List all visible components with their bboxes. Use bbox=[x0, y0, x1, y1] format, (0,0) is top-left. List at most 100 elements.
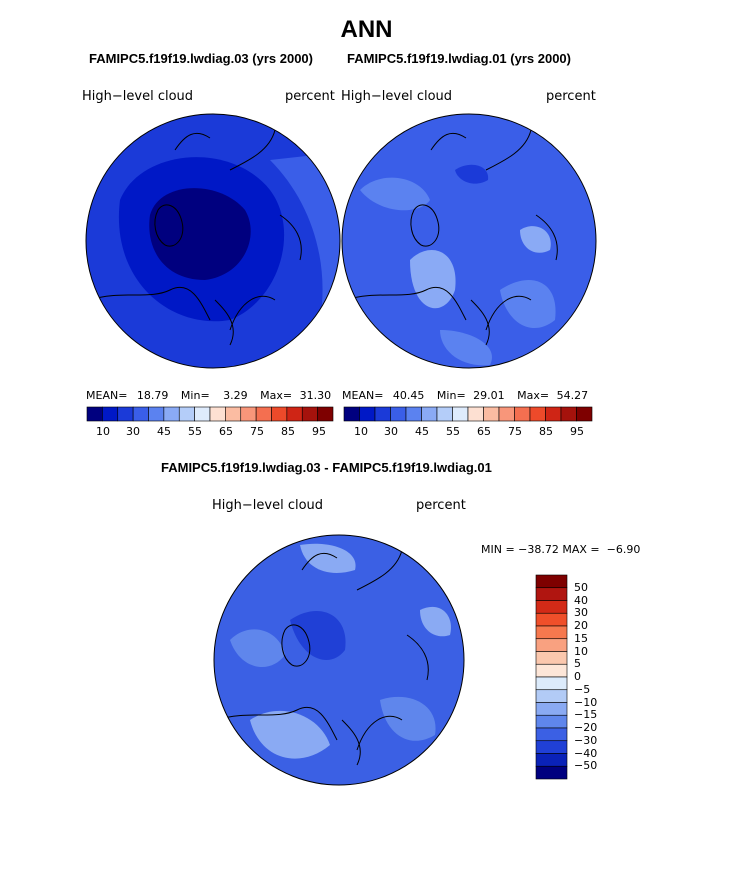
colorbar-tick-label: 20 bbox=[574, 619, 588, 632]
hbar-right-swatch bbox=[498, 406, 515, 422]
colorbar-diff-swatch bbox=[535, 651, 568, 665]
colorbar-diff-swatch bbox=[535, 753, 568, 767]
right-units-label: percent bbox=[546, 89, 596, 104]
colorbar-diff-swatch bbox=[535, 612, 568, 627]
colorbar-diff-swatch bbox=[535, 740, 568, 754]
colorbar-tick-label: 45 bbox=[415, 425, 429, 438]
map-diff-patch-3 bbox=[250, 710, 330, 759]
hbar-right-swatch bbox=[374, 406, 391, 422]
left-max-label: Max= bbox=[260, 389, 293, 402]
left-min-value: 3.29 bbox=[223, 389, 248, 402]
colorbar-tick-label: 30 bbox=[126, 425, 140, 438]
hbar-left-swatch bbox=[240, 406, 257, 422]
colorbar-diff-swatch bbox=[535, 587, 568, 601]
colorbar-left bbox=[86, 406, 334, 422]
colorbar-tick-label: 65 bbox=[477, 425, 491, 438]
hbar-left-swatch bbox=[86, 406, 103, 422]
diff-minmax: MIN = −38.72 MAX = −6.90 bbox=[481, 543, 641, 556]
map-diff-patch-1 bbox=[230, 629, 285, 667]
left-stats: MEAN= 18.79 Min= 3.29 Max= 31.30 bbox=[86, 389, 331, 402]
diff-units-label: percent bbox=[416, 498, 466, 513]
colorbar-diff-swatch bbox=[535, 702, 568, 716]
hbar-left-swatch bbox=[255, 406, 272, 422]
map-diff-patch-4 bbox=[380, 696, 436, 741]
right-mean-label: MEAN= bbox=[342, 389, 384, 402]
hbar-left-swatch bbox=[209, 406, 226, 422]
colorbar-tick-label: 95 bbox=[570, 425, 584, 438]
left-max-value: 31.30 bbox=[299, 389, 332, 402]
map-right-patch-3 bbox=[500, 280, 556, 329]
colorbar-tick-label: 85 bbox=[281, 425, 295, 438]
colorbar-tick-label: −10 bbox=[574, 695, 598, 709]
colorbar-diff bbox=[535, 574, 568, 780]
map-right-patch-5 bbox=[440, 330, 492, 366]
colorbar-diff-swatch bbox=[535, 689, 568, 703]
hbar-left-swatch bbox=[194, 406, 211, 422]
colorbar-diff-swatch bbox=[535, 727, 568, 742]
hbar-right-swatch bbox=[483, 406, 500, 422]
subtitle-left: FAMIPC5.f19f19.lwdiag.03 (yrs 2000) bbox=[89, 51, 313, 66]
hbar-right-swatch bbox=[514, 406, 531, 422]
subtitle-right: FAMIPC5.f19f19.lwdiag.01 (yrs 2000) bbox=[347, 51, 571, 66]
hbar-left-swatch bbox=[301, 406, 318, 422]
right-max-value: 54.27 bbox=[556, 389, 589, 402]
colorbar-tick-label: −40 bbox=[574, 746, 598, 760]
colorbar-diff-swatch bbox=[535, 676, 568, 691]
hbar-right-swatch bbox=[421, 406, 438, 422]
hbar-left-swatch bbox=[317, 406, 334, 422]
hbar-left-swatch bbox=[271, 406, 288, 422]
map-right bbox=[342, 114, 596, 368]
hbar-left-swatch bbox=[163, 406, 180, 422]
map-diff-patch-5 bbox=[300, 543, 356, 573]
colorbar-tick-label: 50 bbox=[574, 580, 588, 594]
colorbar-tick-label: 55 bbox=[446, 425, 460, 438]
hbar-right-swatch bbox=[529, 406, 546, 422]
diff-variable-label: High−level cloud bbox=[212, 498, 324, 513]
colorbar-tick-label: 85 bbox=[539, 425, 553, 438]
hbar-left-swatch bbox=[286, 406, 303, 422]
hbar-left-swatch bbox=[225, 406, 242, 422]
colorbar-diff-swatch bbox=[535, 574, 568, 589]
colorbar-diff-swatch bbox=[535, 765, 568, 780]
hbar-right-swatch bbox=[467, 406, 484, 422]
right-mean-value: 40.45 bbox=[392, 389, 425, 402]
hbar-right-swatch bbox=[560, 406, 577, 422]
map-left-arctic-minimum bbox=[149, 188, 251, 280]
map-left-coastlines bbox=[89, 129, 302, 346]
hbar-right-swatch bbox=[576, 406, 593, 422]
colorbar-tick-label: 0 bbox=[574, 670, 581, 683]
hbar-right-swatch bbox=[405, 406, 422, 422]
hbar-left-swatch bbox=[117, 406, 134, 422]
colorbar-tick-label: −50 bbox=[574, 759, 598, 773]
hbar-right-swatch bbox=[359, 406, 376, 422]
colorbar-tick-label: 75 bbox=[250, 425, 264, 438]
hbar-right-swatch bbox=[545, 406, 562, 422]
colorbar-tick-label: −20 bbox=[574, 721, 598, 734]
colorbar-tick-label: −5 bbox=[574, 682, 591, 696]
map-right-patch-2 bbox=[410, 250, 456, 309]
right-stats: MEAN= 40.45 Min= 29.01 Max= 54.27 bbox=[342, 389, 588, 402]
colorbar-right bbox=[343, 406, 593, 422]
map-right-patch-4 bbox=[520, 226, 551, 253]
colorbar-tick-label: 55 bbox=[188, 425, 202, 438]
colorbar-diff-swatch bbox=[535, 714, 568, 729]
hbar-left-swatch bbox=[178, 406, 195, 422]
hbar-right-swatch bbox=[343, 406, 360, 422]
hbar-left-swatch bbox=[102, 406, 119, 422]
colorbar-tick-label: 30 bbox=[574, 606, 588, 620]
map-right-patch-6 bbox=[455, 164, 489, 184]
right-variable-label: High−level cloud bbox=[341, 89, 453, 104]
hbar-right-swatch bbox=[436, 406, 453, 422]
map-left bbox=[86, 114, 340, 368]
colorbar-tick-label: 40 bbox=[574, 593, 588, 607]
right-min-label: Min= bbox=[436, 389, 466, 402]
colorbar-tick-label: 15 bbox=[574, 631, 588, 645]
colorbar-tick-label: 95 bbox=[312, 425, 326, 438]
colorbar-diff-swatch bbox=[535, 638, 568, 652]
hbar-right-swatch bbox=[390, 406, 407, 422]
colorbar-tick-label: 10 bbox=[354, 425, 368, 438]
colorbar-diff-swatch bbox=[535, 663, 568, 678]
left-mean-label: MEAN= bbox=[86, 389, 128, 402]
map-diff-patch-6 bbox=[420, 606, 451, 637]
